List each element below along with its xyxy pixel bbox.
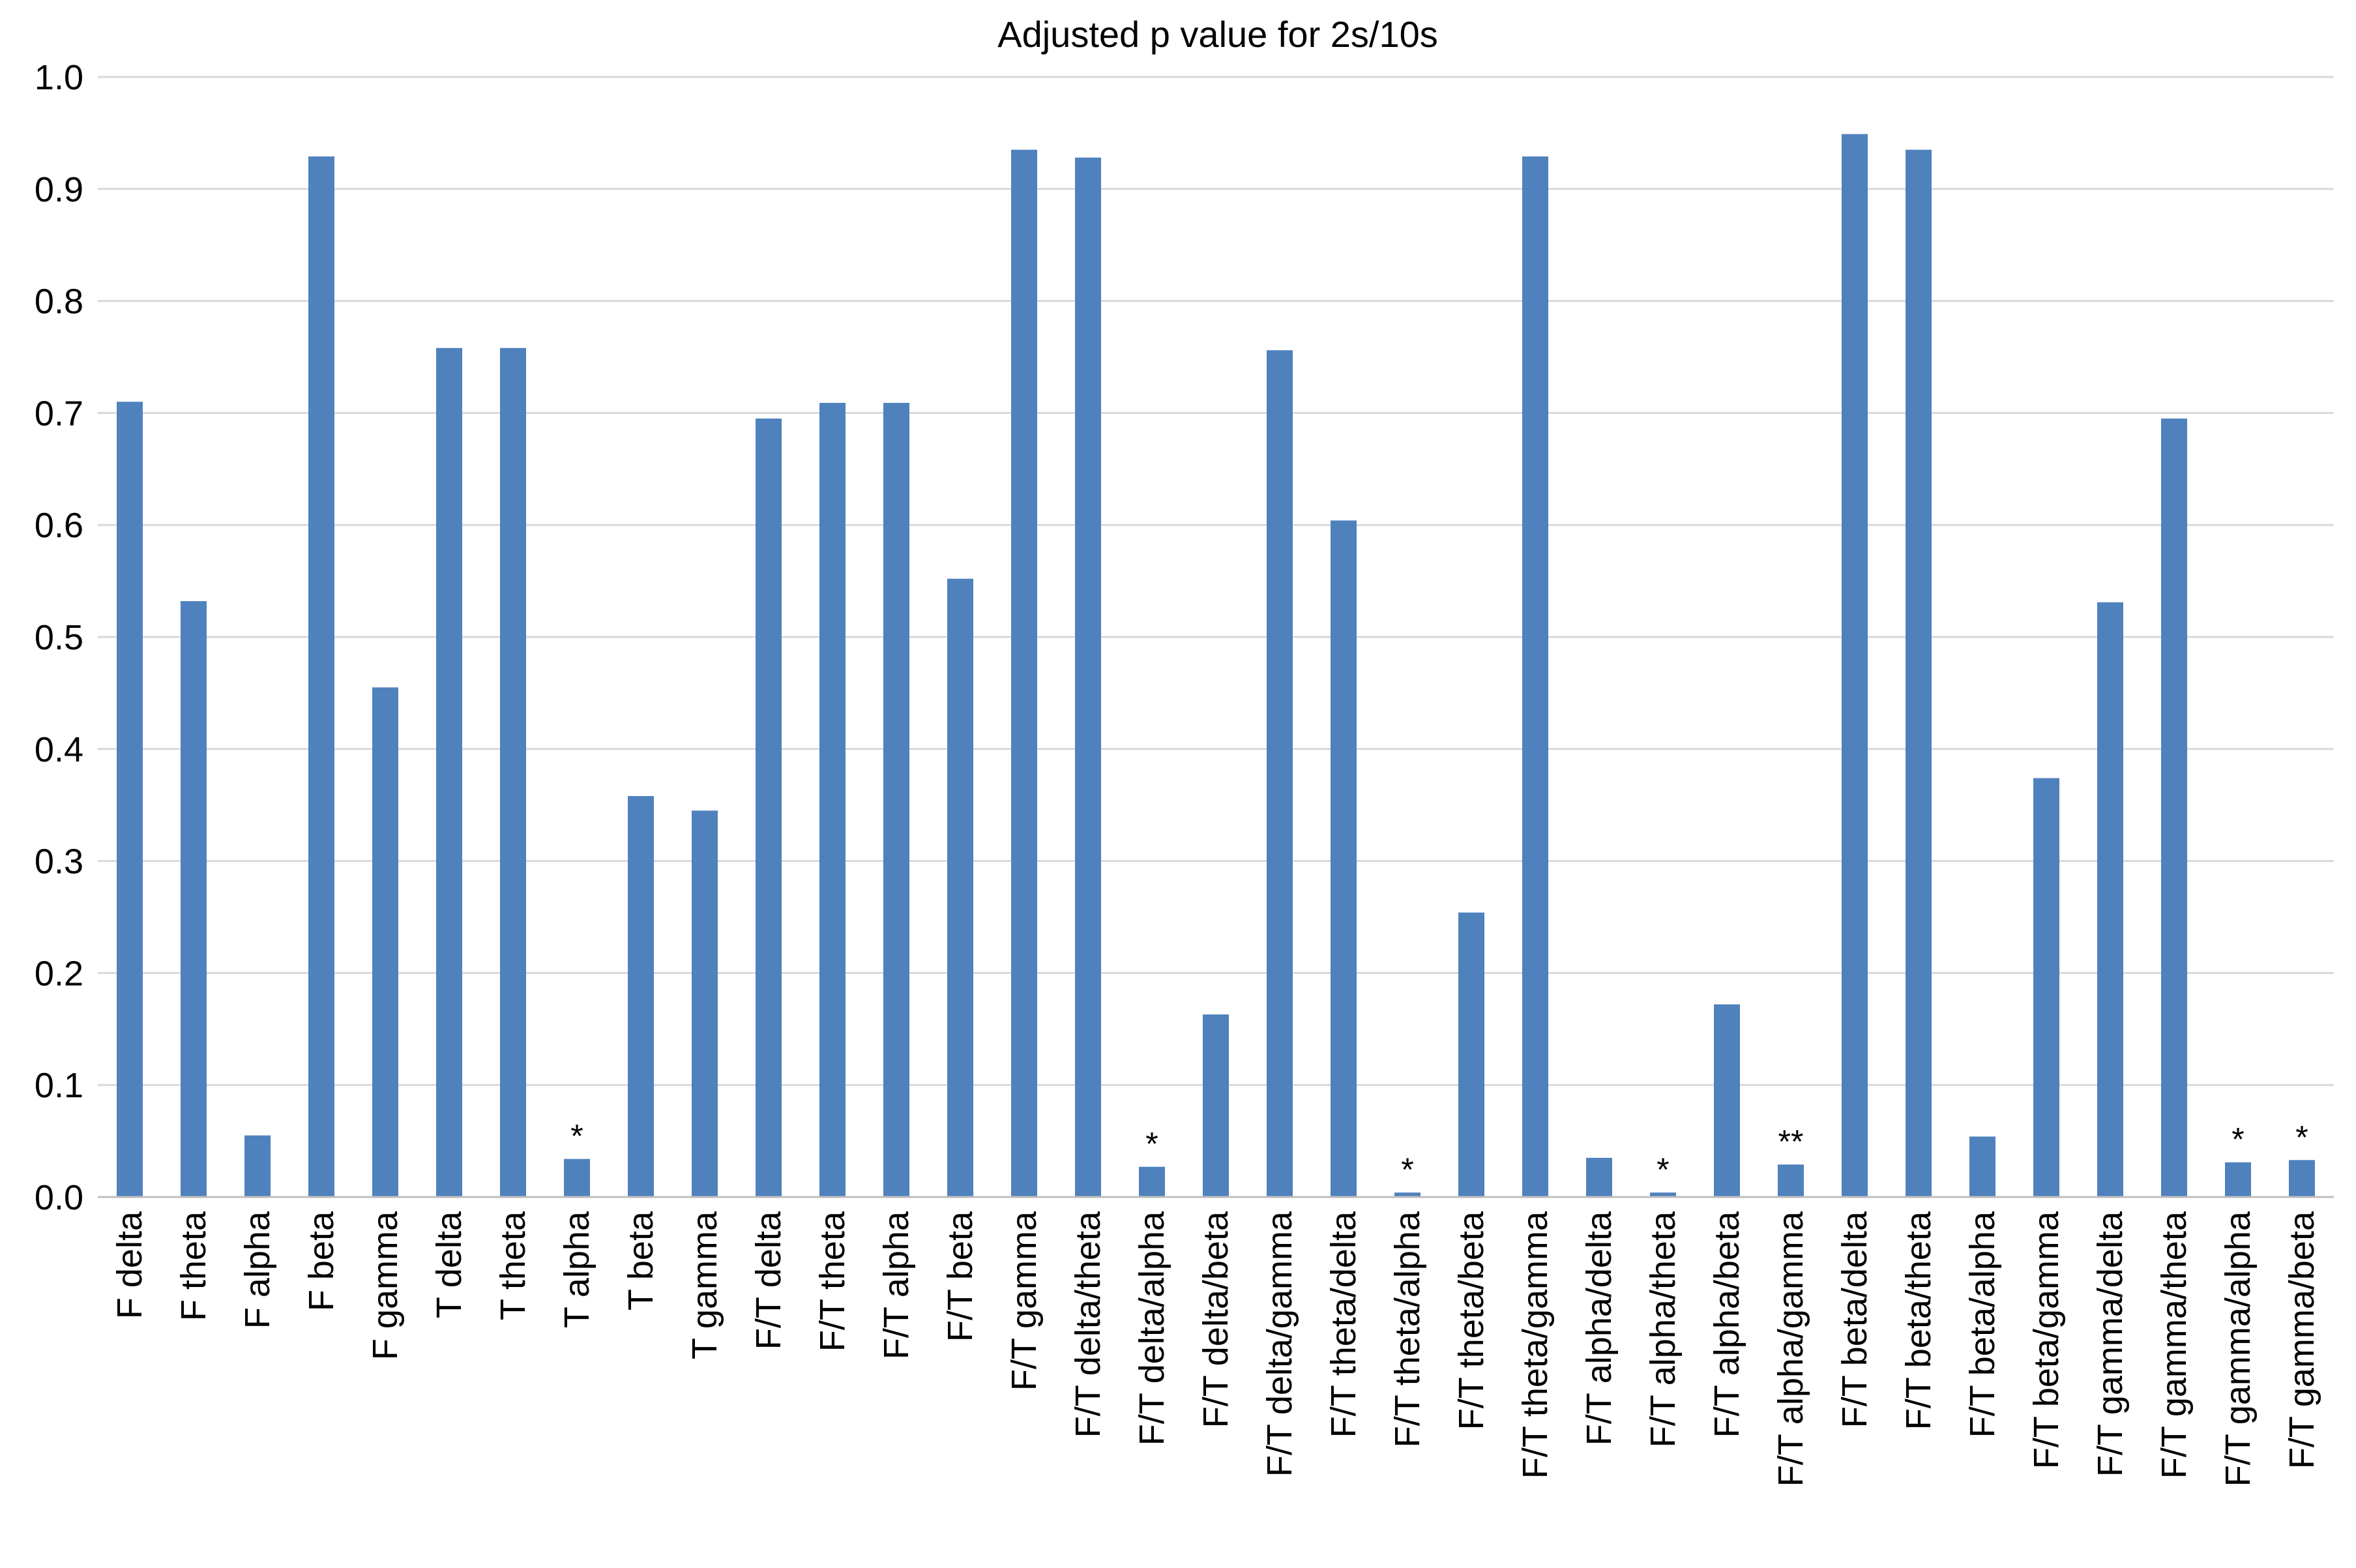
x-category-label: F beta <box>302 1211 341 1311</box>
y-tick-label: 0.2 <box>35 954 83 993</box>
significance-label: * <box>1145 1126 1158 1162</box>
bar <box>1650 1192 1676 1197</box>
bar <box>819 402 846 1197</box>
x-category-label: F/T gamma <box>1005 1211 1044 1391</box>
bar <box>1778 1164 1804 1197</box>
x-category-label: F/T theta/delta <box>1324 1211 1363 1438</box>
y-axis-ticks: 0.0 0.1 0.2 0.3 0.4 0.5 0.6 0.7 0.8 0.9 1.0 <box>35 58 83 1217</box>
x-category-label: F/T delta/theta <box>1068 1211 1108 1438</box>
x-category-label: T alpha <box>557 1211 596 1328</box>
significance-label: * <box>570 1118 583 1155</box>
bar <box>2033 778 2059 1197</box>
bar <box>564 1159 590 1197</box>
x-category-label: F gamma <box>366 1211 405 1360</box>
bar <box>1906 149 1932 1197</box>
bar <box>1842 134 1868 1197</box>
y-tick-label: 0.6 <box>35 506 83 545</box>
bar <box>181 601 207 1197</box>
bar <box>1394 1192 1421 1197</box>
x-category-label: T theta <box>493 1211 533 1320</box>
significance-label: * <box>1401 1151 1413 1188</box>
x-category-label: F/T gamma/theta <box>2155 1211 2194 1479</box>
bar <box>500 348 526 1197</box>
bar <box>883 402 909 1197</box>
bar <box>2225 1162 2251 1197</box>
x-category-label: F/T alpha/beta <box>1707 1211 1746 1438</box>
bar <box>1139 1166 1165 1197</box>
x-category-label: F/T gamma/alpha <box>2218 1211 2258 1487</box>
bar <box>1075 157 1101 1197</box>
x-category-label: T delta <box>430 1211 469 1318</box>
y-tick-label: 0.8 <box>35 282 83 321</box>
x-category-label: T gamma <box>685 1211 724 1359</box>
x-category-label: F/T gamma/delta <box>2091 1211 2130 1477</box>
significance-label: * <box>1657 1151 1669 1188</box>
x-category-label: F/T alpha <box>877 1211 916 1359</box>
bar <box>244 1135 271 1197</box>
x-category-label: F/T theta/gamma <box>1516 1211 1555 1479</box>
bar <box>1203 1014 1229 1197</box>
x-category-label: F/T alpha/gamma <box>1771 1211 1810 1487</box>
x-category-label: F/T delta/gamma <box>1260 1211 1299 1477</box>
x-category-label: F delta <box>110 1211 149 1319</box>
significance-label: ** <box>1778 1123 1804 1160</box>
y-tick-label: 0.7 <box>35 394 83 433</box>
x-category-label: F theta <box>174 1211 213 1321</box>
bar <box>308 156 334 1197</box>
x-category-label: F/T beta/delta <box>1835 1211 1874 1428</box>
significance-label: * <box>2231 1121 2244 1158</box>
x-category-label: F/T gamma/beta <box>2282 1211 2321 1469</box>
x-category-label: F/T theta/alpha <box>1388 1211 1427 1447</box>
x-category-label: F/T theta/beta <box>1452 1211 1491 1430</box>
bar <box>1522 156 1548 1197</box>
x-category-label: F/T alpha/theta <box>1643 1211 1683 1447</box>
gridlines <box>98 76 2334 1086</box>
bar <box>628 795 654 1197</box>
bars <box>117 134 2315 1197</box>
bar <box>1331 520 1357 1197</box>
y-tick-label: 0.3 <box>35 842 83 881</box>
bar <box>947 578 973 1197</box>
y-tick-label: 1.0 <box>35 58 83 97</box>
x-category-label: F/T delta <box>749 1211 788 1350</box>
x-category-label: F/T theta <box>813 1211 852 1352</box>
bar <box>2161 418 2187 1197</box>
x-category-label: F/T delta/alpha <box>1132 1211 1171 1445</box>
y-tick-label: 0.0 <box>35 1178 83 1217</box>
x-category-label: T beta <box>621 1211 660 1310</box>
y-tick-label: 0.4 <box>35 730 83 769</box>
bar <box>756 418 782 1197</box>
bar <box>1586 1157 1612 1197</box>
bar <box>372 687 398 1197</box>
significance-label: * <box>2295 1119 2308 1155</box>
bar <box>1714 1004 1740 1197</box>
bar <box>436 348 462 1197</box>
bar <box>117 402 143 1197</box>
bar <box>2289 1160 2315 1197</box>
x-category-label: F/T beta/theta <box>1899 1211 1938 1430</box>
x-category-label: F/T alpha/delta <box>1580 1211 1619 1445</box>
x-category-label: F/T beta/gamma <box>2027 1211 2066 1469</box>
bar <box>1458 912 1484 1197</box>
x-category-label: F/T beta <box>941 1211 980 1342</box>
y-tick-label: 0.9 <box>35 170 83 209</box>
x-category-label: F alpha <box>238 1211 277 1329</box>
bar <box>1969 1136 1995 1197</box>
y-tick-label: 0.5 <box>35 618 83 657</box>
x-category-label: F/T beta/alpha <box>1963 1211 2002 1438</box>
bar <box>1011 149 1037 1197</box>
x-category-label: F/T delta/beta <box>1196 1211 1235 1428</box>
y-tick-label: 0.1 <box>35 1066 83 1105</box>
chart-title: Adjusted p value for 2s/10s <box>997 14 1438 55</box>
significance-markers: * ** *** * * <box>570 1118 2308 1189</box>
bar <box>2097 602 2123 1197</box>
bar <box>1267 350 1293 1197</box>
bar <box>692 810 718 1197</box>
x-axis-labels: F delta F theta F alpha F beta F gamma T delt… <box>110 1211 2321 1487</box>
